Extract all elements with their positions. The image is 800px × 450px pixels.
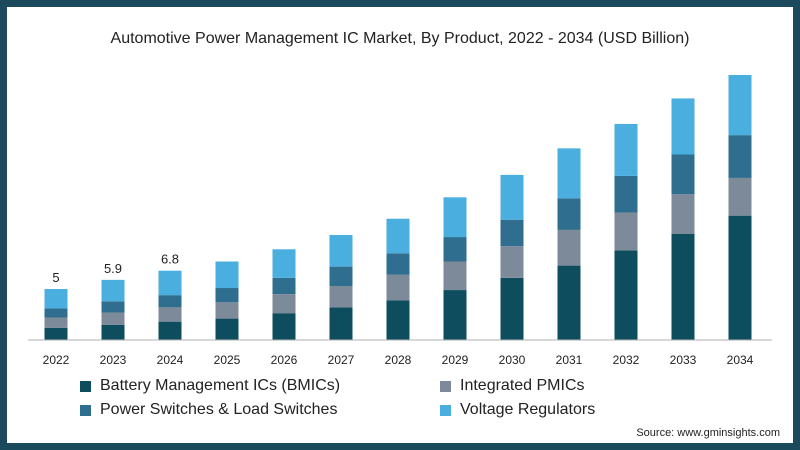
legend-label-integrated-pmics: Integrated PMICs xyxy=(460,377,585,394)
bar-2026-series-2 xyxy=(272,277,296,295)
legend-label-bmics: Battery Management ICs (BMICs) xyxy=(100,377,341,394)
x-tick-label-2032: 2032 xyxy=(613,353,640,367)
bar-2031-series-0 xyxy=(557,265,581,340)
bar-2032-series-0 xyxy=(614,250,638,340)
data-label-2024: 6.8 xyxy=(161,252,179,267)
bar-2029-series-0 xyxy=(443,290,467,340)
x-tick-label-2023: 2023 xyxy=(100,353,127,367)
bar-2031-series-3 xyxy=(557,148,581,199)
bar-2034-series-1 xyxy=(728,177,752,216)
legend: Battery Management ICs (BMICs) Integrate… xyxy=(80,376,680,422)
x-tick-label-2025: 2025 xyxy=(214,353,241,367)
bar-2028-series-1 xyxy=(386,274,410,301)
bar-2022-series-2 xyxy=(44,308,68,318)
legend-item-voltage-regulators: Voltage Regulators xyxy=(440,400,595,420)
data-labels: 5 5.9 6.8 xyxy=(52,252,179,285)
data-label-2023: 5.9 xyxy=(104,261,122,276)
bar-2029-series-3 xyxy=(443,197,467,238)
bar-2034-series-2 xyxy=(728,135,752,178)
bar-2032-series-1 xyxy=(614,212,638,251)
x-tick-label-2033: 2033 xyxy=(670,353,697,367)
bar-2034-series-0 xyxy=(728,215,752,340)
legend-swatch-bmics xyxy=(80,380,91,392)
bar-2024-series-0 xyxy=(158,321,182,340)
bar-2023-series-3 xyxy=(101,279,125,302)
x-tick-label-2027: 2027 xyxy=(328,353,355,367)
bar-2033-series-1 xyxy=(671,194,695,234)
bar-2028-series-0 xyxy=(386,300,410,340)
bar-2025-series-3 xyxy=(215,261,239,289)
bar-2030-series-0 xyxy=(500,277,524,340)
bar-2024-series-3 xyxy=(158,270,182,296)
bar-2028-series-2 xyxy=(386,253,410,275)
legend-label-voltage-regulators: Voltage Regulators xyxy=(460,401,596,418)
bar-2023-series-1 xyxy=(101,312,125,325)
x-tick-label-2029: 2029 xyxy=(442,353,469,367)
x-tick-label-2030: 2030 xyxy=(499,353,526,367)
bar-2025-series-2 xyxy=(215,288,239,303)
x-tick-label-2024: 2024 xyxy=(157,353,184,367)
bar-2026-series-1 xyxy=(272,294,296,314)
legend-item-integrated-pmics: Integrated PMICs xyxy=(440,376,585,396)
bar-2031-series-1 xyxy=(557,229,581,266)
bar-2028-series-3 xyxy=(386,218,410,254)
legend-item-power-switches: Power Switches & Load Switches xyxy=(80,400,337,420)
bar-2022-series-0 xyxy=(44,327,68,340)
bar-2024-series-2 xyxy=(158,295,182,308)
x-tick-labels: 2022 2023 2024 2025 2026 2027 2028 2029 2030 2031… xyxy=(43,353,754,367)
bar-2029-series-1 xyxy=(443,261,467,291)
legend-swatch-power-switches xyxy=(80,404,91,416)
x-tick-label-2028: 2028 xyxy=(385,353,412,367)
bars-group xyxy=(44,75,752,340)
bar-2024-series-1 xyxy=(158,307,182,322)
bar-2029-series-2 xyxy=(443,237,467,262)
bar-2034-series-3 xyxy=(728,75,752,136)
source-note: Source: www.gminsights.com xyxy=(636,427,780,439)
legend-label-power-switches: Power Switches & Load Switches xyxy=(100,401,338,418)
bar-2026-series-0 xyxy=(272,313,296,340)
bar-2031-series-2 xyxy=(557,198,581,230)
legend-item-bmics: Battery Management ICs (BMICs) xyxy=(80,376,340,396)
bar-2023-series-0 xyxy=(101,324,125,340)
bar-2033-series-3 xyxy=(671,98,695,155)
bar-2033-series-0 xyxy=(671,234,695,340)
bar-2032-series-3 xyxy=(614,123,638,176)
bar-2023-series-2 xyxy=(101,301,125,313)
x-tick-label-2031: 2031 xyxy=(556,353,583,367)
bar-2027-series-2 xyxy=(329,266,353,286)
bar-2025-series-1 xyxy=(215,302,239,319)
bar-2033-series-2 xyxy=(671,154,695,195)
legend-swatch-voltage-regulators xyxy=(440,404,451,416)
legend-swatch-integrated-pmics xyxy=(440,380,451,392)
bar-2025-series-0 xyxy=(215,318,239,340)
bar-2030-series-3 xyxy=(500,174,524,220)
bar-2027-series-1 xyxy=(329,285,353,308)
x-tick-label-2022: 2022 xyxy=(43,353,70,367)
data-label-2022: 5 xyxy=(52,270,59,285)
x-tick-label-2034: 2034 xyxy=(727,353,754,367)
chart-title: Automotive Power Management IC Market, B… xyxy=(110,30,690,47)
bar-2022-series-3 xyxy=(44,289,68,309)
bar-2030-series-1 xyxy=(500,246,524,278)
bar-2026-series-3 xyxy=(272,249,296,278)
bar-2022-series-1 xyxy=(44,317,68,328)
bar-2032-series-2 xyxy=(614,175,638,213)
bar-2030-series-2 xyxy=(500,219,524,247)
bar-2027-series-0 xyxy=(329,307,353,340)
bar-2027-series-3 xyxy=(329,235,353,267)
x-tick-label-2026: 2026 xyxy=(271,353,298,367)
